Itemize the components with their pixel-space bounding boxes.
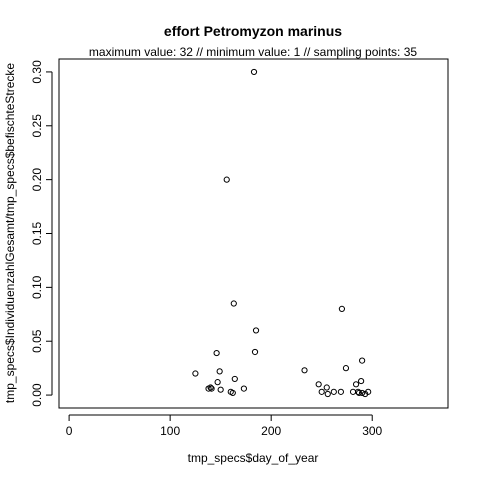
- y-tick-label: 0.10: [30, 275, 44, 299]
- data-point: [240, 385, 248, 392]
- data-point: [252, 327, 260, 334]
- data-point: [207, 384, 214, 391]
- y-axis: 0.00 0.05 0.10 0.15 0.20 0.25 0.30: [30, 60, 53, 407]
- data-point: [251, 348, 259, 356]
- data-point: [223, 176, 230, 183]
- data-points: [192, 68, 372, 398]
- chart-subtitle: maximum value: 32 // minimum value: 1 //…: [89, 45, 417, 59]
- data-point: [214, 379, 221, 386]
- plot-frame: [58, 58, 449, 409]
- data-point: [323, 384, 330, 391]
- x-tick-label: 0: [66, 424, 73, 438]
- data-point: [354, 388, 362, 395]
- data-point: [342, 365, 350, 372]
- data-point: [324, 390, 331, 398]
- y-tick-label: 0.25: [30, 114, 44, 138]
- data-point: [359, 389, 366, 397]
- data-point: [231, 375, 238, 383]
- y-axis-label: tmp_specs$IndividuenzahlGesamt/tmp_specs…: [3, 63, 17, 404]
- x-tick-label: 200: [261, 424, 281, 438]
- data-point: [229, 389, 236, 397]
- data-point: [213, 349, 220, 357]
- data-point: [358, 377, 365, 385]
- x-tick-label: 300: [362, 424, 382, 438]
- x-axis: 0 100 200 300: [66, 414, 383, 438]
- y-tick-label: 0.00: [30, 383, 44, 407]
- data-point: [216, 368, 223, 375]
- data-point: [352, 381, 360, 388]
- data-point: [330, 388, 337, 395]
- data-point: [318, 388, 325, 395]
- y-tick-label: 0.15: [30, 221, 44, 245]
- data-point: [315, 381, 322, 388]
- data-point: [337, 388, 344, 395]
- data-point: [301, 367, 308, 374]
- y-tick-label: 0.05: [30, 329, 44, 353]
- x-axis-label: tmp_specs$day_of_year: [188, 451, 319, 465]
- data-point: [208, 385, 215, 392]
- data-point: [359, 357, 366, 364]
- x-tick-label: 100: [160, 424, 180, 438]
- data-point: [217, 386, 224, 393]
- data-point: [192, 370, 199, 377]
- data-point: [250, 68, 258, 76]
- data-point: [338, 305, 346, 313]
- data-point: [355, 389, 363, 397]
- data-point: [230, 300, 237, 307]
- y-tick-label: 0.20: [30, 168, 44, 192]
- y-tick-label: 0.30: [30, 60, 44, 84]
- chart-title: effort Petromyzon marinus: [164, 23, 342, 39]
- data-point: [365, 388, 372, 395]
